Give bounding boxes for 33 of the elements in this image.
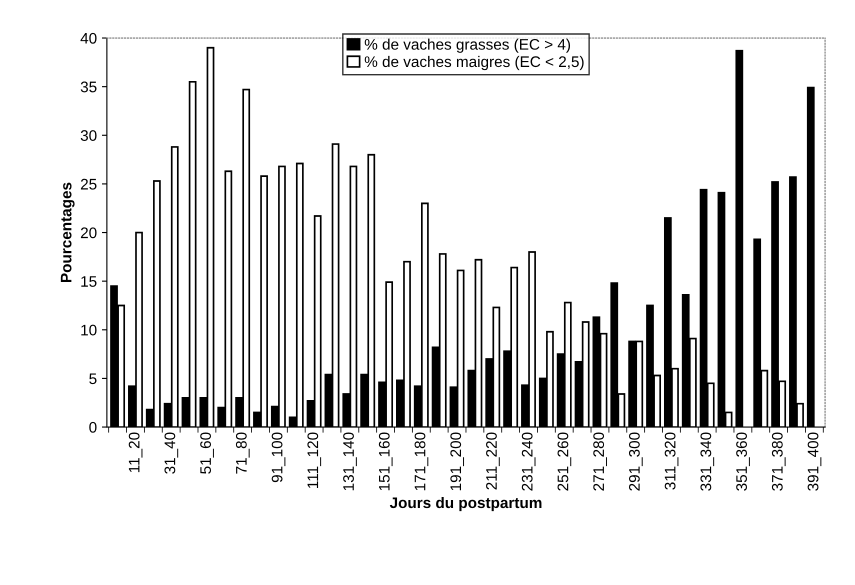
y-tick-label: 0 [89,422,97,433]
x-tick-label: 391_400 [808,432,822,491]
y-tick-label: 5 [89,373,97,384]
x-tick-label: 11_20 [128,432,142,472]
x-tick-label: 211_220 [486,432,500,490]
y-tick-label: 20 [80,227,97,238]
x-tick-label: 311_320 [664,432,678,490]
x-tick-label: 31_40 [164,432,178,474]
x-tick-label: 111_120 [307,432,322,488]
x-axis-title: Jours du postpartum [390,496,542,512]
y-tick-label: 15 [81,276,97,287]
x-tick-label: 51_60 [200,432,214,474]
y-tick-label: 30 [80,130,97,141]
x-tick-label: 131_140 [343,432,357,490]
legend-label: % de vaches maigres (EC < 2,5) [364,56,584,70]
y-axis-title: Pourcentages [60,182,75,282]
x-tick-label: 91_100 [272,432,286,482]
y-tick-label: 25 [80,178,97,190]
x-tick-label: 171_180 [414,432,428,490]
x-tick-label: 251_260 [558,432,572,491]
legend-label: % de vaches grasses (EC > 4) [364,38,570,53]
x-tick-label: 291_300 [628,432,643,491]
x-tick-label: 371_380 [772,432,786,491]
x-tick-label: 331_340 [700,432,714,491]
y-tick-label: 35 [80,82,97,92]
x-tick-label: 271_280 [593,432,607,491]
x-tick-label: 351_360 [736,432,750,491]
x-tick-label: 71_80 [236,432,250,474]
x-tick-label: 231_240 [522,432,536,491]
y-tick-label: 40 [80,32,97,44]
x-tick-label: 151_160 [378,432,393,490]
x-tick-label: 191_200 [450,432,464,490]
y-tick-label: 10 [81,324,97,336]
